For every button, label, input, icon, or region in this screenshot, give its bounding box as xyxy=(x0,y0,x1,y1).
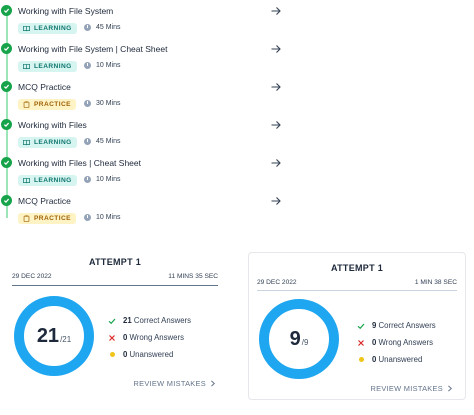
duration: 10 Mins xyxy=(84,176,121,183)
practice-badge: PRACTICE xyxy=(18,99,76,110)
check-icon xyxy=(357,322,365,330)
score-ring: 9 /9 xyxy=(259,299,339,379)
arrow-right-icon[interactable] xyxy=(270,4,282,16)
timeline-item[interactable]: MCQ Practice PRACTICE 10 Mins xyxy=(0,192,290,228)
clipboard-icon xyxy=(23,101,30,108)
check-circle-icon xyxy=(1,43,12,54)
correct-stat: 9 Correct Answers xyxy=(357,317,436,334)
attempt-card: ATTEMPT 1 29 DEC 2022 1 MIN 38 SEC 9 /9 … xyxy=(248,252,466,400)
review-mistakes-link[interactable]: REVIEW MISTAKES xyxy=(133,379,216,388)
learning-badge: LEARNING xyxy=(18,23,77,34)
score-total: /9 xyxy=(301,337,309,347)
divider xyxy=(12,285,218,286)
timeline-item[interactable]: Working with Files | Cheat Sheet LEARNIN… xyxy=(0,154,290,190)
attempt-title: ATTEMPT 1 xyxy=(88,257,142,267)
arrow-right-icon[interactable] xyxy=(270,194,282,206)
duration: 10 Mins xyxy=(84,62,121,69)
attempt-title: ATTEMPT 1 xyxy=(330,263,384,273)
book-icon xyxy=(23,139,30,146)
score-ring: 21 /21 xyxy=(14,296,94,376)
duration: 45 Mins xyxy=(84,138,121,145)
clock-icon xyxy=(84,214,91,221)
cross-icon xyxy=(357,339,365,347)
clock-icon xyxy=(84,100,91,107)
dot-icon xyxy=(108,351,116,359)
topic-timeline: Working with File System LEARNING 45 Min… xyxy=(0,0,300,232)
item-title[interactable]: MCQ Practice xyxy=(18,196,71,206)
duration: 10 Mins xyxy=(84,214,121,221)
book-icon xyxy=(23,25,30,32)
divider xyxy=(257,290,457,291)
item-title[interactable]: Working with Files | Cheat Sheet xyxy=(18,158,141,168)
attempt-time: 1 MIN 38 SEC xyxy=(414,279,457,286)
timeline-item[interactable]: MCQ Practice PRACTICE 30 Mins xyxy=(0,78,290,114)
check-circle-icon xyxy=(1,5,12,16)
arrow-right-icon[interactable] xyxy=(270,118,282,130)
timeline-connector xyxy=(6,8,8,218)
correct-stat: 21 Correct Answers xyxy=(108,312,191,329)
clock-icon xyxy=(84,62,91,69)
arrow-right-icon[interactable] xyxy=(270,42,282,54)
chevron-right-icon xyxy=(448,385,453,392)
unanswered-stat: 0 Unanswered xyxy=(108,346,191,363)
check-circle-icon xyxy=(1,195,12,206)
practice-badge: PRACTICE xyxy=(18,213,76,224)
attempt-stats: 21 Correct Answers 0 Wrong Answers 0 Una… xyxy=(108,312,191,363)
timeline-item[interactable]: Working with File System | Cheat Sheet L… xyxy=(0,40,290,76)
item-title[interactable]: MCQ Practice xyxy=(18,82,71,92)
book-icon xyxy=(23,63,30,70)
arrow-right-icon[interactable] xyxy=(270,156,282,168)
learning-badge: LEARNING xyxy=(18,61,77,72)
wrong-stat: 0 Wrong Answers xyxy=(108,329,191,346)
cross-icon xyxy=(108,334,116,342)
attempt-card: ATTEMPT 1 29 DEC 2022 11 MINS 35 SEC 21 … xyxy=(6,248,224,400)
item-title[interactable]: Working with Files xyxy=(18,120,87,130)
timeline-item[interactable]: Working with File System LEARNING 45 Min… xyxy=(0,2,290,38)
score-value: 21 xyxy=(36,324,60,347)
score-total: /21 xyxy=(60,334,72,344)
learning-badge: LEARNING xyxy=(18,175,77,186)
check-icon xyxy=(108,317,116,325)
duration: 30 Mins xyxy=(84,100,121,107)
attempt-date: 29 DEC 2022 xyxy=(12,273,52,280)
learning-badge: LEARNING xyxy=(18,137,77,148)
attempt-stats: 9 Correct Answers 0 Wrong Answers 0 Unan… xyxy=(357,317,436,368)
attempt-meta: 29 DEC 2022 11 MINS 35 SEC xyxy=(12,273,218,280)
clock-icon xyxy=(84,24,91,31)
timeline-item[interactable]: Working with Files LEARNING 45 Mins xyxy=(0,116,290,152)
review-mistakes-link[interactable]: REVIEW MISTAKES xyxy=(370,384,453,393)
attempt-meta: 29 DEC 2022 1 MIN 38 SEC xyxy=(257,279,457,286)
item-title[interactable]: Working with File System xyxy=(18,6,114,16)
check-circle-icon xyxy=(1,119,12,130)
duration: 45 Mins xyxy=(84,24,121,31)
clock-icon xyxy=(84,176,91,183)
attempt-time: 11 MINS 35 SEC xyxy=(168,273,218,280)
check-circle-icon xyxy=(1,81,12,92)
arrow-right-icon[interactable] xyxy=(270,80,282,92)
attempt-date: 29 DEC 2022 xyxy=(257,279,297,286)
clock-icon xyxy=(84,138,91,145)
dot-icon xyxy=(357,356,365,364)
score-value: 9 xyxy=(289,327,301,350)
check-circle-icon xyxy=(1,157,12,168)
wrong-stat: 0 Wrong Answers xyxy=(357,334,436,351)
clipboard-icon xyxy=(23,215,30,222)
book-icon xyxy=(23,177,30,184)
unanswered-stat: 0 Unanswered xyxy=(357,351,436,368)
item-title[interactable]: Working with File System | Cheat Sheet xyxy=(18,44,168,54)
chevron-right-icon xyxy=(211,380,216,387)
